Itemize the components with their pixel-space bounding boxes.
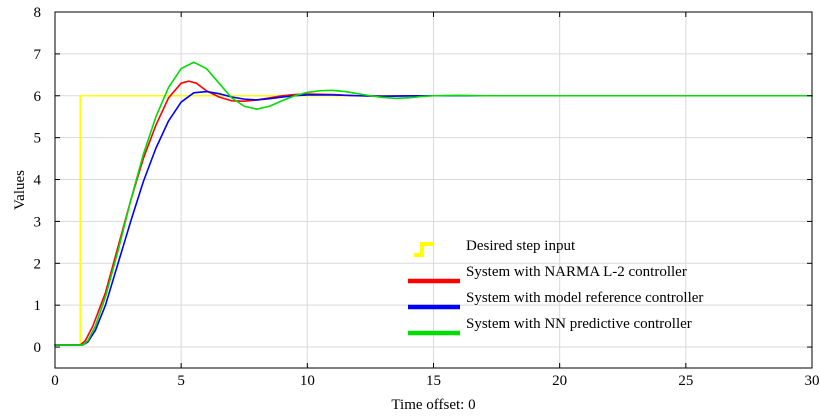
y-tick-label: 1 <box>34 298 42 314</box>
legend: Desired step input System with NARMA L-2 … <box>408 238 703 336</box>
legend-label: System with NARMA L-2 controller <box>466 264 687 280</box>
y-tick-label: 5 <box>34 131 42 147</box>
x-tick-label: 25 <box>678 373 693 389</box>
legend-entry: System with NARMA L-2 controller <box>408 264 687 284</box>
y-tick-label: 7 <box>34 47 42 63</box>
x-tick-label: 30 <box>805 373 820 389</box>
legend-entry: System with NN predictive controller <box>408 316 692 336</box>
y-tick-label: 3 <box>34 214 42 230</box>
legend-label: Desired step input <box>466 238 576 254</box>
y-axis-label: Values <box>12 170 28 210</box>
y-tick-label: 2 <box>34 256 42 272</box>
y-tick-label: 4 <box>34 173 42 189</box>
y-tick-label: 8 <box>34 5 42 21</box>
x-tick-label: 20 <box>552 373 567 389</box>
x-tick-label: 15 <box>426 373 441 389</box>
legend-entry: Desired step input <box>414 238 576 257</box>
x-tick-label: 10 <box>300 373 315 389</box>
x-tick-label: 5 <box>177 373 185 389</box>
axis-ticks: 0 5 10 15 20 25 30 0 1 2 3 4 5 6 7 8 <box>34 5 820 389</box>
series-line-3 <box>54 90 813 346</box>
legend-label: System with model reference controller <box>466 290 703 306</box>
series-line-4 <box>54 61 813 346</box>
x-tick-label: 0 <box>51 373 59 389</box>
legend-label: System with NN predictive controller <box>466 316 692 332</box>
legend-entry: System with model reference controller <box>408 290 703 310</box>
series-lines <box>54 61 813 346</box>
legend-swatch <box>414 242 434 257</box>
x-axis-label: Time offset: 0 <box>391 397 475 413</box>
y-tick-label: 0 <box>34 340 42 356</box>
grid-lines <box>55 12 812 368</box>
y-tick-label: 6 <box>34 89 42 105</box>
